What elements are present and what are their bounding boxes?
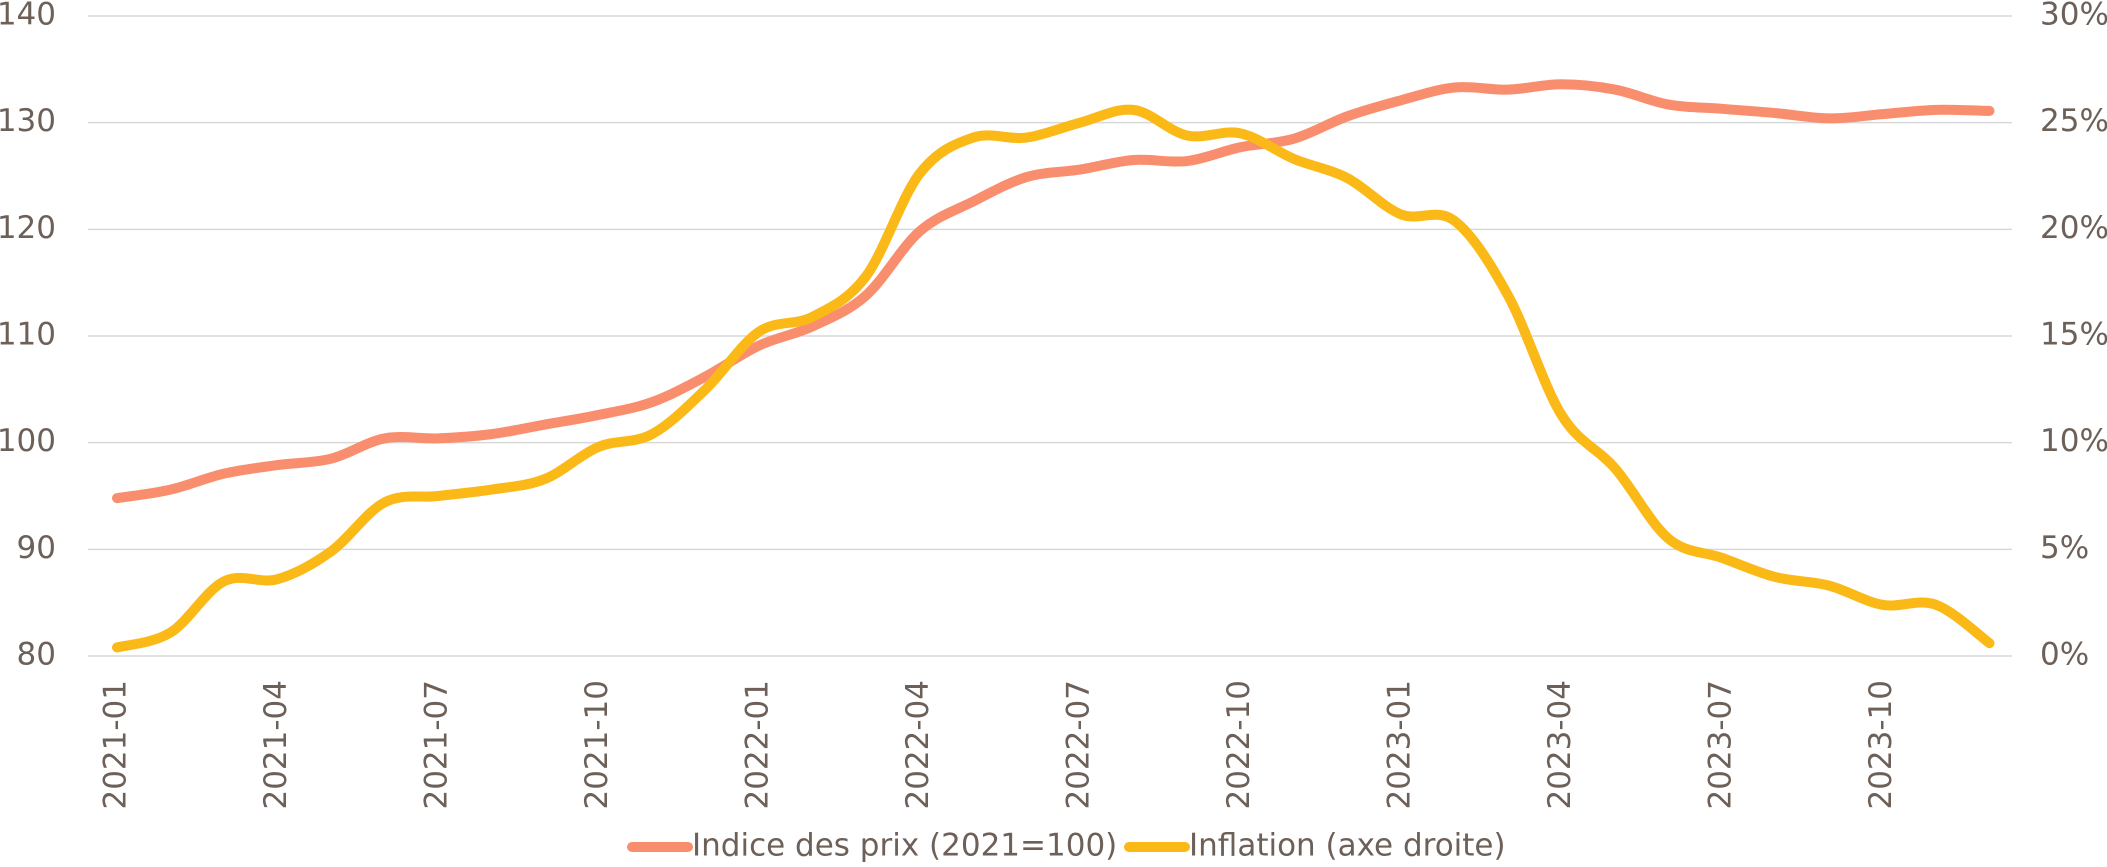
x-tick-label: 2021-01	[98, 680, 134, 810]
x-tick-label: 2023-01	[1382, 680, 1418, 810]
legend-label: Indice des prix (2021=100)	[692, 828, 1117, 864]
x-tick-label: 2021-10	[579, 680, 615, 810]
y-tick-label: 130	[0, 103, 56, 139]
x-tick-label: 2022-01	[740, 680, 776, 810]
x-tick-label: 2022-04	[900, 680, 936, 810]
y2-tick-label: 25%	[2040, 103, 2107, 139]
x-tick-label: 2021-04	[258, 680, 294, 810]
x-tick-label: 2021-07	[419, 680, 455, 810]
line-series	[112, 104, 1995, 653]
y2-tick-label: 15%	[2040, 317, 2107, 353]
y2-tick-label: 0%	[2040, 637, 2089, 673]
legend-label: Inflation (axe droite)	[1189, 828, 1506, 864]
y2-tick-label: 30%	[2040, 0, 2107, 33]
x-tick-label: 2023-04	[1542, 680, 1578, 810]
y-tick-label: 140	[0, 0, 56, 33]
y-tick-label: 90	[17, 530, 56, 566]
y2-tick-label: 5%	[2040, 530, 2089, 566]
y2-tick-label: 20%	[2040, 210, 2107, 246]
y-tick-label: 80	[17, 637, 56, 673]
y-tick-label: 100	[0, 423, 56, 459]
line-series	[112, 79, 1995, 504]
x-tick-label: 2023-07	[1703, 680, 1739, 810]
y-tick-label: 120	[0, 210, 56, 246]
y-tick-label: 110	[0, 317, 56, 353]
x-tick-label: 2022-07	[1061, 680, 1097, 810]
y2-tick-label: 10%	[2040, 423, 2107, 459]
x-tick-label: 2022-10	[1221, 680, 1257, 810]
x-tick-label: 2023-10	[1863, 680, 1899, 810]
